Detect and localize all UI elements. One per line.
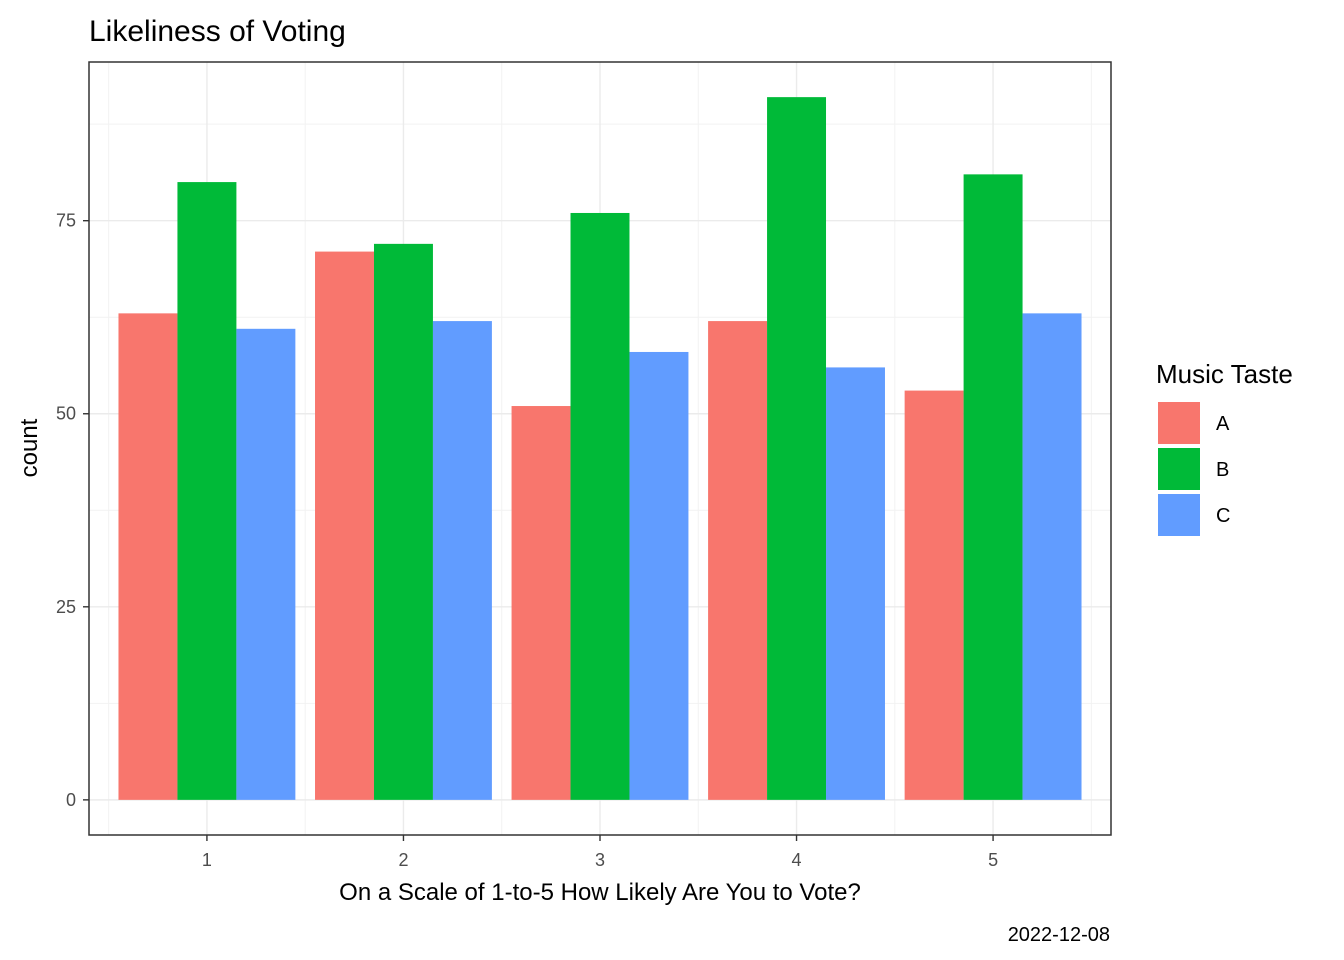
legend-label-B: B — [1216, 459, 1229, 481]
y-tick-label: 0 — [66, 790, 76, 810]
x-tick-label: 2 — [398, 850, 408, 870]
bar-A-4 — [708, 321, 768, 800]
bar-B-4 — [767, 97, 827, 800]
x-tick-label: 1 — [202, 850, 212, 870]
bar-B-3 — [570, 212, 630, 800]
bar-C-5 — [1022, 313, 1082, 800]
y-tick-label: 50 — [56, 404, 76, 424]
x-tick-label: 5 — [988, 850, 998, 870]
bar-A-1 — [118, 313, 178, 800]
legend-label-A: A — [1216, 413, 1230, 435]
chart-title: Likeliness of Voting — [89, 15, 346, 48]
bar-B-5 — [963, 174, 1023, 800]
x-tick-label: 3 — [595, 850, 605, 870]
bar-B-2 — [373, 243, 433, 800]
legend-key-B — [1158, 448, 1200, 490]
y-tick-label: 75 — [56, 211, 76, 231]
bar-C-3 — [629, 351, 689, 800]
legend-label-C: C — [1216, 505, 1230, 527]
legend-key-A — [1158, 402, 1200, 444]
chart-caption: 2022-12-08 — [1008, 924, 1110, 946]
x-axis-title: On a Scale of 1-to-5 How Likely Are You … — [339, 879, 861, 906]
bar-C-1 — [236, 328, 296, 800]
plot-panel: 0 25 50 75 1 2 3 4 5 — [56, 61, 1112, 870]
legend-title: Music Taste — [1156, 359, 1293, 389]
x-tick-label: 4 — [792, 850, 802, 870]
legend: Music Taste A B C — [1156, 359, 1293, 536]
bar-A-2 — [315, 251, 374, 800]
bar-B-1 — [177, 182, 237, 800]
bar-A-5 — [904, 390, 964, 800]
bar-C-4 — [826, 367, 885, 800]
legend-key-C — [1158, 494, 1200, 536]
y-tick-label: 25 — [56, 597, 76, 617]
bar-C-2 — [432, 321, 492, 800]
bar-A-3 — [511, 406, 571, 800]
y-axis-title: count — [16, 418, 43, 477]
